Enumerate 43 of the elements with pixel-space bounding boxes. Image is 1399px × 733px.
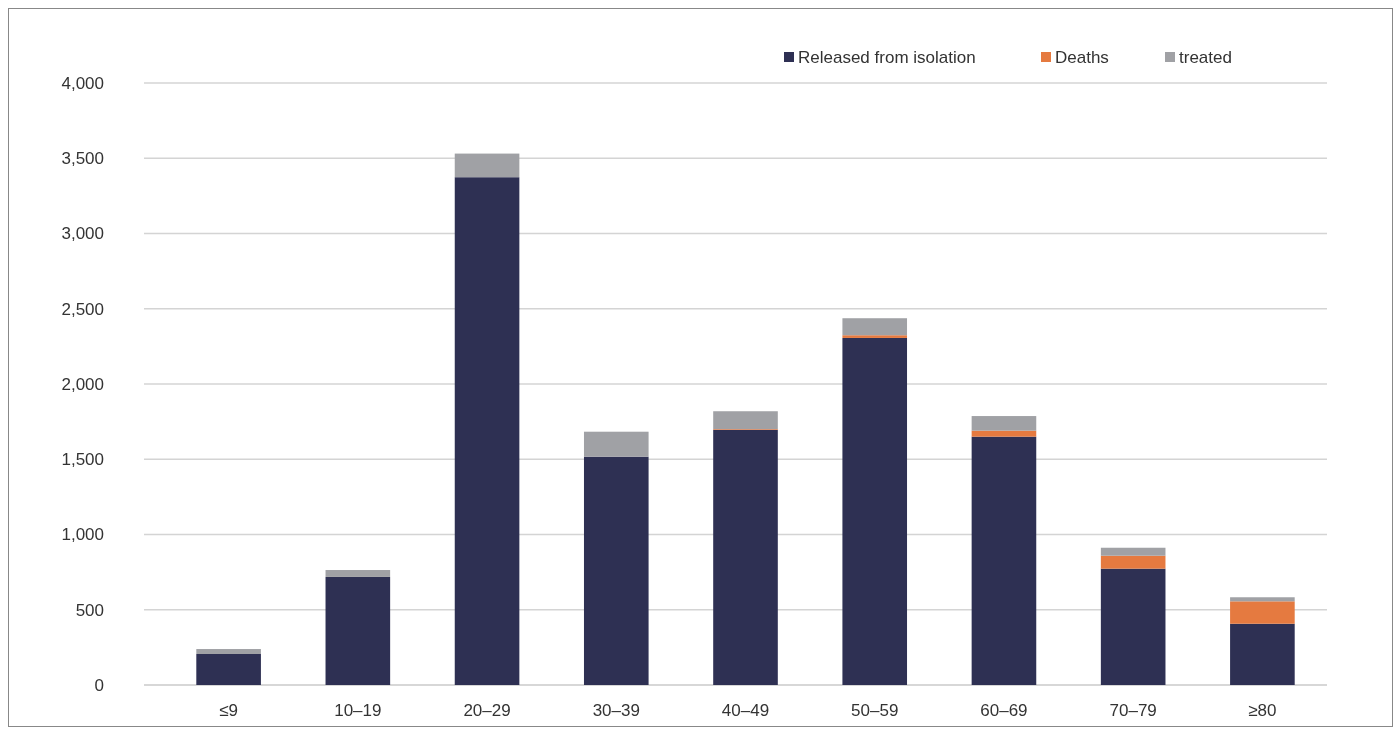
x-tick-label: 40–49 [721,701,770,720]
x-tick-label: 60–69 [980,701,1028,720]
x-tick-label: 10–19 [334,701,382,720]
y-tick-label: 0 [94,675,104,695]
bar [583,431,649,457]
bar [971,436,1037,685]
x-tick-label: ≥80 [1248,701,1277,720]
legend-label: Released from isolation [798,47,976,67]
x-tick-label: 50–59 [851,701,899,720]
bar [842,337,908,685]
bar [583,456,649,685]
bar [971,430,1037,437]
bar [1230,623,1295,685]
x-tick-label: 30–39 [592,701,640,720]
bar [1230,601,1295,624]
bar [1230,597,1295,602]
y-tick-label: 2,500 [61,299,104,319]
y-tick-label: 2,000 [61,374,104,394]
x-tick-label: 70–79 [1109,701,1157,720]
bar [196,649,261,654]
legend-label: Deaths [1055,47,1109,67]
y-tick-label: 3,000 [61,224,104,244]
y-tick-label: 1,000 [61,525,104,545]
bar [454,153,520,178]
bar [1100,568,1166,685]
bar [971,416,1037,431]
bar [1100,547,1166,556]
bar [842,335,908,338]
legend-label: treated [1179,47,1232,67]
bar [454,177,520,685]
x-tick-label: ≤9 [219,701,239,720]
bar [1100,555,1166,569]
bar [713,429,778,685]
y-tick-label: 3,500 [61,149,104,169]
x-tick-label: 20–29 [463,701,511,720]
y-tick-label: 1,500 [61,450,104,470]
bar [325,576,391,685]
bar [196,654,261,685]
y-tick-label: 4,000 [61,73,104,93]
y-tick-label: 500 [75,600,104,620]
bar [325,570,391,577]
bar [842,318,908,336]
bar [713,411,778,430]
